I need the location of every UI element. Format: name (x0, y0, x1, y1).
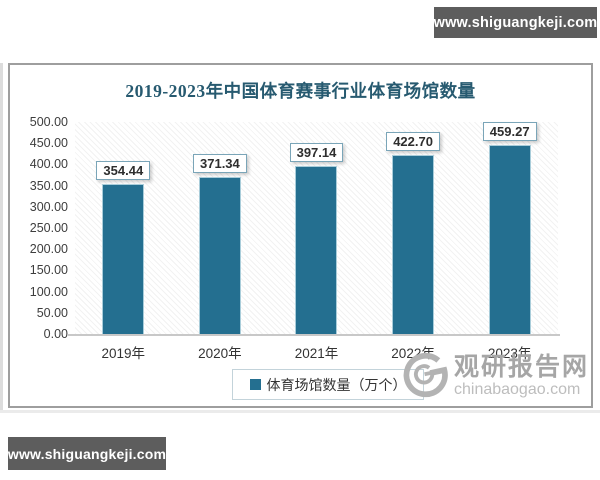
swirl-g-logo-icon (395, 343, 458, 410)
watermark-name: 观研报告网 (453, 353, 589, 381)
y-tick-label: 450.00 (29, 136, 68, 151)
bar-value-label: 422.70 (386, 131, 440, 151)
plot-area: 354.44 371.34 397.14 422.70 459.27 (75, 122, 558, 334)
top-site-banner: www.shiguangkeji.com (434, 7, 597, 38)
y-tick-label: 250.00 (29, 221, 68, 235)
bar-2020年 (198, 176, 241, 334)
bottom-site-banner: www.shiguangkeji.com (8, 437, 166, 470)
bottom-divider-strip (0, 410, 600, 413)
bar-column-2022年: 422.70 (365, 122, 462, 334)
y-tick-label: 400.00 (29, 157, 68, 172)
legend-label: 体育场馆数量（万个） (266, 376, 407, 393)
watermark-text: 观研报告网 chinabaogao.com (454, 354, 589, 399)
y-tick-label: 150.00 (29, 263, 68, 278)
y-tick-label: 100.00 (29, 284, 68, 299)
top-site-banner-text: www.shiguangkeji.com (433, 14, 598, 31)
left-edge-strip (0, 63, 3, 410)
bar-2021年 (295, 165, 338, 334)
bottom-site-banner-text: www.shiguangkeji.com (7, 445, 167, 462)
bar-2023年 (488, 145, 531, 334)
y-tick-label: 350.00 (29, 178, 68, 193)
chart-title: 2019-2023年中国体育赛事行业体育场馆数量 (125, 81, 476, 101)
bar-value-label: 459.27 (482, 122, 537, 141)
x-axis-line (68, 334, 560, 336)
x-axis-label: 2020年 (198, 346, 242, 361)
bar-value-label: 397.14 (289, 142, 344, 162)
x-axis-label: 2019年 (101, 346, 146, 361)
x-axis-label: 2023年 (487, 346, 532, 361)
watermark: 观研报告网 chinabaogao.com (400, 348, 589, 405)
bar-column-2020年: 371.34 (172, 122, 269, 334)
y-tick-label: 200.00 (29, 242, 68, 257)
bar-value-label: 371.34 (193, 153, 247, 173)
chart-card: 2019-2023年中国体育赛事行业体育场馆数量 500.00 450.00 400… (8, 63, 593, 408)
bar-2022年 (392, 154, 435, 334)
bar-column-2023年: 459.27 (461, 122, 558, 334)
x-axis-label: 2021年 (294, 346, 339, 361)
y-tick-label: 0.00 (43, 327, 68, 341)
legend: 体育场馆数量（万个） (232, 369, 424, 400)
watermark-domain: chinabaogao.com (453, 381, 581, 398)
y-tick-label: 300.00 (29, 199, 68, 214)
bar-2019年 (102, 183, 145, 334)
bar-value-label: 354.44 (96, 160, 151, 180)
bar-column-2021年: 397.14 (268, 122, 365, 334)
legend-marker-icon (249, 379, 261, 390)
y-tick-label: 50.00 (36, 305, 68, 320)
y-tick-label: 500.00 (29, 115, 68, 129)
bar-column-2019年: 354.44 (75, 122, 172, 334)
